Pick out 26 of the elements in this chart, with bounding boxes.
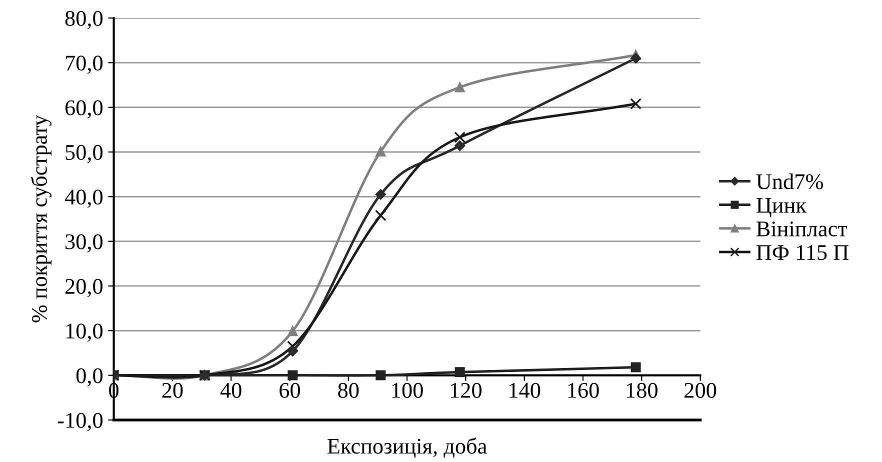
y-tick-label: 10,0 [66,324,103,342]
y-tick-label: 40,0 [64,190,103,208]
y-tick-label: 20,0 [65,278,103,298]
x-tick-label: 20 [162,382,183,398]
y-axis-title: % покриття субстрату [30,114,52,322]
x-tick-label: 200 [684,382,716,398]
legend-label: Цинк [756,198,807,218]
legend-label: ПФ 115 П [756,245,848,260]
x-tick-label: 100 [392,382,423,398]
x-axis-title: Експозиція, доба [328,438,487,458]
x-tick-label: 40 [220,382,242,398]
y-tick-label: 50,0 [66,144,103,164]
y-tick-label: -10,0 [58,412,103,432]
x-tick-label: 160 [568,382,599,398]
x-tick-label: 60 [280,382,300,398]
legend-label: Und7% [756,174,823,190]
y-tick-label: 60,0 [65,100,103,118]
y-tick-label: 80,0 [65,10,103,30]
x-tick-label: 180 [626,382,658,398]
x-tick-label: 120 [450,382,482,398]
y-tick-label: 70,0 [66,56,103,74]
legend-label: Вініпласт [756,221,848,236]
y-tick-label: 30,0 [66,234,103,252]
y-tick-label: 0,0 [76,368,103,386]
x-tick-label: 80 [338,382,359,398]
x-tick-label: 140 [510,382,540,398]
